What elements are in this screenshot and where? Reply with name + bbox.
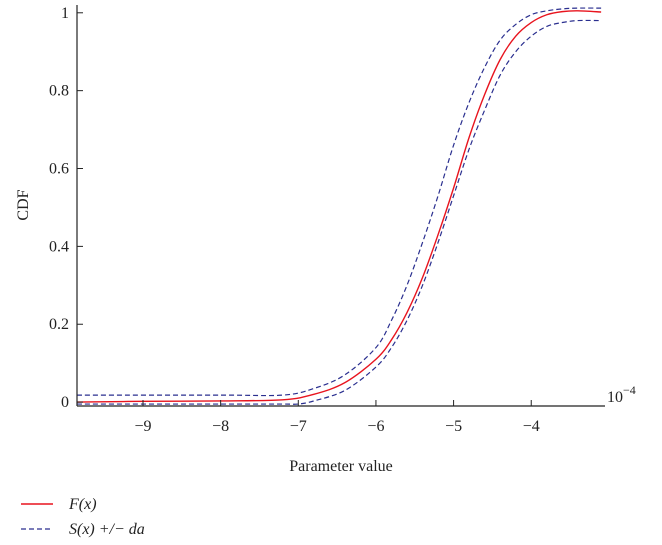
y-ticks: 0 0.2 0.4 0.6 0.8 1 [49,5,83,411]
series-line-0 [77,10,602,403]
legend-label-fx: F(x) [68,496,97,513]
axes [76,5,605,407]
y-tick-label: 0.4 [49,238,69,255]
plot-area [77,7,602,405]
legend: F(x) S(x) +/− da [21,496,145,538]
x-tick-label: −8 [212,418,229,435]
series-line-2 [77,19,602,405]
x-multiplier-label: 10−4 [607,383,636,406]
y-tick-label: 0 [61,394,69,411]
x-tick-label: −6 [367,418,384,435]
x-tick-label: −9 [134,418,151,435]
x-axis-title: Parameter value [289,458,393,475]
series-line-1 [77,7,602,397]
y-tick-label: 0.6 [49,161,69,178]
legend-label-sx: S(x) +/− da [69,521,145,538]
x-multiplier-exponent: −4 [623,383,636,397]
x-tick-label: −7 [290,418,307,435]
x-ticks: −9 −8 −7 −6 −5 −4 [134,400,540,435]
y-tick-label: 1 [61,5,69,22]
x-tick-label: −5 [445,418,462,435]
x-tick-label: −4 [523,418,540,435]
x-multiplier-base: 10 [607,389,623,406]
y-axis-title: CDF [15,189,32,220]
y-tick-label: 0.8 [49,83,69,100]
y-tick-label: 0.2 [49,316,69,333]
